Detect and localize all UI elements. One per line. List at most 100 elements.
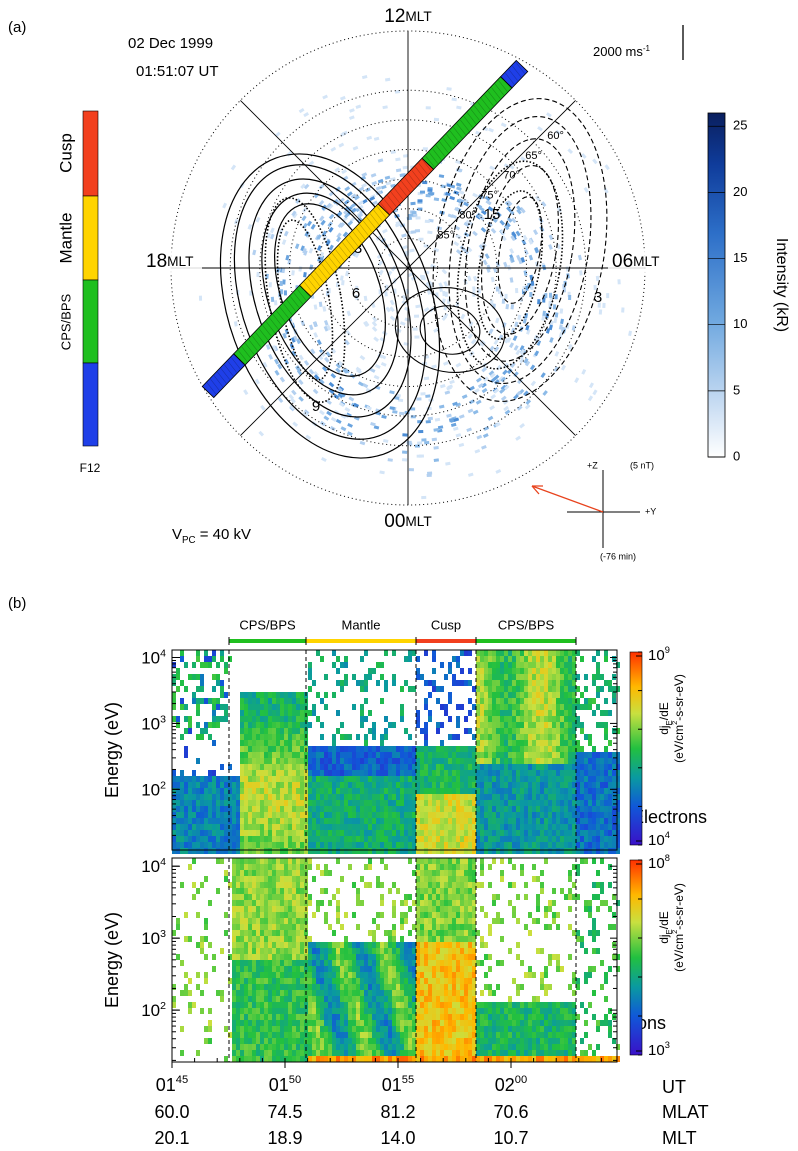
spectrogram-cell bbox=[320, 990, 324, 996]
emission-pixel bbox=[467, 333, 474, 339]
spectrogram-cell bbox=[600, 836, 604, 842]
spectrogram-cell bbox=[552, 746, 556, 752]
emission-pixel bbox=[349, 108, 355, 113]
spectrogram-cell bbox=[292, 1032, 296, 1038]
spectrogram-cell bbox=[544, 770, 548, 776]
spectrogram-cell bbox=[264, 936, 268, 942]
spectrogram-cell bbox=[492, 650, 496, 656]
spectrogram-cell bbox=[568, 770, 572, 776]
spectrogram-cell bbox=[476, 758, 480, 764]
spectrogram-cell bbox=[616, 824, 620, 830]
track-hatch bbox=[345, 238, 355, 251]
spectrogram-cell bbox=[604, 680, 608, 686]
spectrogram-cell bbox=[536, 650, 540, 656]
spectrogram-cell bbox=[284, 800, 288, 806]
spectrogram-cell bbox=[264, 794, 268, 800]
spectrogram-cell bbox=[604, 824, 608, 830]
spectrogram-cell bbox=[556, 842, 560, 848]
spectrogram-cell bbox=[508, 722, 512, 728]
spectrogram-cell bbox=[272, 770, 276, 776]
spectrogram-cell bbox=[272, 948, 276, 954]
spectrogram-cell bbox=[556, 698, 560, 704]
spectrogram-cell bbox=[616, 758, 620, 764]
spectrogram-cell bbox=[264, 848, 268, 854]
emission-pixel bbox=[598, 309, 603, 315]
spectrogram-cell bbox=[524, 788, 528, 794]
spectrogram-cell bbox=[244, 960, 248, 966]
spectrogram-cell bbox=[508, 782, 512, 788]
spectrogram-cell bbox=[460, 800, 464, 806]
spectrogram-cell bbox=[312, 836, 316, 842]
spectrogram-cell bbox=[260, 848, 264, 854]
spectrogram-cell bbox=[376, 830, 380, 836]
spectrogram-cell bbox=[512, 746, 516, 752]
emission-pixel bbox=[454, 207, 461, 212]
spectrogram-cell bbox=[376, 788, 380, 794]
spectrogram-cell bbox=[488, 788, 492, 794]
spectrogram-cell bbox=[352, 960, 356, 966]
spectrogram-cell bbox=[344, 680, 348, 686]
polar-cap-potential-part: V bbox=[172, 526, 182, 543]
spectrogram-cell bbox=[352, 1056, 356, 1062]
track-hatch bbox=[411, 170, 421, 182]
spectrogram-cell bbox=[292, 848, 296, 854]
spectrogram-cell bbox=[584, 782, 588, 788]
spectrogram-cell bbox=[288, 1002, 292, 1008]
spectrogram-cell bbox=[296, 818, 300, 824]
spectrogram-cell bbox=[604, 770, 608, 776]
spectrogram-cell bbox=[224, 806, 228, 812]
spectrogram-cell bbox=[348, 1038, 352, 1044]
spectrogram-cell bbox=[312, 800, 316, 806]
track-hatch bbox=[317, 267, 328, 280]
spectrogram-cell bbox=[236, 990, 240, 996]
spectrogram-cell bbox=[612, 836, 616, 842]
spectrogram-cell bbox=[344, 948, 348, 954]
spectrogram-cell bbox=[304, 972, 308, 978]
spectrogram-cell bbox=[424, 824, 428, 830]
spectrogram-cell bbox=[244, 746, 248, 752]
spectrogram-cell bbox=[360, 824, 364, 830]
emission-pixel bbox=[467, 408, 474, 414]
spectrogram-cell bbox=[444, 704, 448, 710]
spectrogram-cell bbox=[472, 746, 476, 752]
spectrogram-cell bbox=[600, 788, 604, 794]
colorbar-quantity: djE/dE bbox=[657, 702, 673, 735]
spectrogram-cell bbox=[464, 806, 468, 812]
emission-pixel bbox=[198, 295, 203, 301]
spectrogram-cell bbox=[436, 848, 440, 854]
spectrogram-cell bbox=[412, 812, 416, 818]
spectrogram-cell bbox=[288, 746, 292, 752]
emission-pixel bbox=[455, 159, 461, 165]
spectrogram-cell bbox=[324, 842, 328, 848]
spectrogram-cell bbox=[172, 698, 176, 704]
spectrogram-cell bbox=[428, 758, 432, 764]
emission-pixel bbox=[481, 241, 487, 248]
spectrogram-cell bbox=[224, 1026, 228, 1032]
spectrogram-cell bbox=[452, 788, 456, 794]
spectrogram-cell bbox=[332, 1050, 336, 1056]
spectrogram-cell bbox=[424, 794, 428, 800]
spectrogram-cell bbox=[204, 806, 208, 812]
emission-pixel bbox=[373, 336, 380, 342]
spectrogram-cell bbox=[464, 818, 468, 824]
spectrogram-cell bbox=[260, 782, 264, 788]
spectrogram-cell bbox=[608, 842, 612, 848]
spectrogram-cell bbox=[448, 830, 452, 836]
spectrogram-cell bbox=[444, 746, 448, 752]
spectrogram-cell bbox=[244, 848, 248, 854]
polar-cap-potential-part: = 40 kV bbox=[196, 526, 251, 543]
spectrogram-cell bbox=[488, 728, 492, 734]
spectrogram-cell bbox=[592, 836, 596, 842]
spectrogram-cell bbox=[404, 680, 408, 686]
spectrogram-cell bbox=[544, 752, 548, 758]
spectrogram-cell bbox=[260, 788, 264, 794]
spectrogram-cell bbox=[244, 764, 248, 770]
spectrogram-cell bbox=[368, 812, 372, 818]
spectrogram-cell bbox=[332, 800, 336, 806]
spectrogram-cell bbox=[528, 680, 532, 686]
spectrogram-cell bbox=[244, 1044, 248, 1050]
spectrogram-cell bbox=[572, 656, 576, 662]
spectrogram-cell bbox=[232, 782, 236, 788]
spectrogram-cell bbox=[408, 830, 412, 836]
spectrogram-cell bbox=[592, 752, 596, 758]
